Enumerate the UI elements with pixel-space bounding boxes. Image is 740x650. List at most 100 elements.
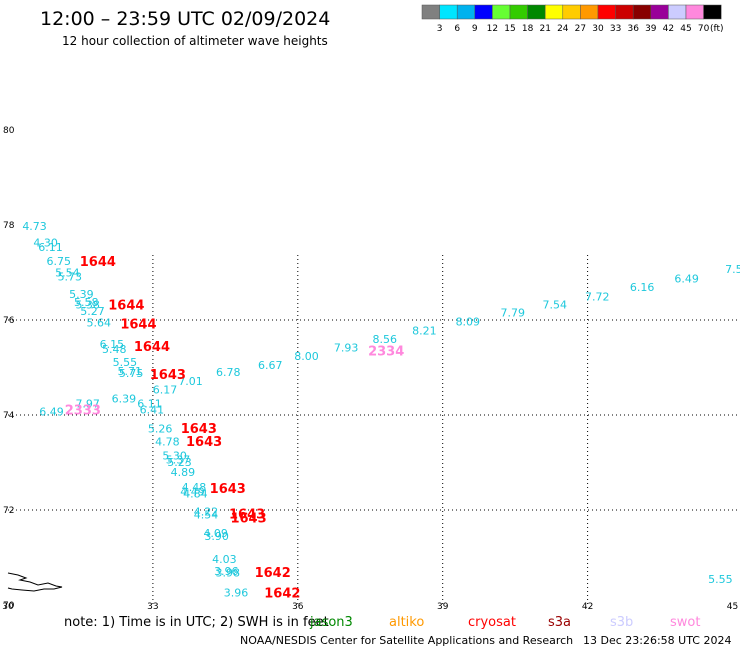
wave-height-value: 5.58	[74, 296, 99, 309]
scale-tick-label: 42	[663, 24, 674, 34]
generated-timestamp: 13 Dec 23:26:58 UTC 2024	[583, 634, 731, 647]
scale-swatch	[632, 4, 652, 20]
wave-height-value: 4.30	[33, 237, 58, 250]
scale-tick-label: 30	[592, 24, 604, 34]
scale-unit-label: (ft)	[710, 24, 724, 34]
wave-height-value: 8.21	[412, 324, 437, 337]
scale-tick-label: 27	[575, 24, 586, 34]
scale-tick-label: 15	[504, 24, 515, 34]
wave-height-value: 3.90	[204, 530, 229, 543]
scale-tick-label: 70	[698, 24, 710, 34]
wave-height-value: 4.54	[194, 509, 219, 522]
satellite-legend-item: s3a	[548, 615, 571, 630]
footnote: note: 1) Time is in UTC; 2) SWH is in fe…	[64, 615, 329, 630]
scale-swatch	[650, 4, 669, 20]
wave-height-value: 4.22	[194, 505, 219, 518]
coastline-island	[7, 572, 63, 592]
scale-swatch	[580, 4, 599, 20]
wave-height-value: 4.09	[203, 527, 228, 540]
scale-tick-label: 3	[437, 24, 443, 34]
wave-height-value: 5.73	[58, 271, 83, 284]
scale-swatch	[668, 4, 687, 20]
pass-time-label: 1642	[255, 566, 291, 581]
wave-height-value: 4.78	[155, 436, 180, 449]
scale-swatch	[527, 4, 546, 20]
map-subtitle: 12 hour collection of altimeter wave hei…	[62, 34, 328, 48]
latitude-label: 74	[3, 411, 15, 421]
scale-swatch	[421, 4, 440, 20]
scale-swatch	[456, 4, 476, 20]
pass-time-label: 1643	[229, 507, 265, 522]
wave-height-value: 6.39	[112, 392, 137, 405]
wave-height-value: 5.48	[102, 343, 127, 356]
longitude-label: 42	[582, 602, 593, 612]
scale-swatch	[509, 4, 528, 20]
pass-time-label: 1642	[264, 587, 300, 602]
pass-time-label: 2334	[368, 344, 404, 359]
wave-height-value: 5.30	[162, 449, 187, 462]
scale-swatch	[562, 4, 581, 20]
satellite-legend-item: s3b	[610, 615, 633, 630]
scale-tick-label: 39	[645, 24, 657, 34]
latitude-label: 76	[3, 316, 15, 326]
wave-height-value: 7.54	[543, 298, 568, 311]
scale-swatch	[703, 4, 722, 20]
wave-height-value: 5.71	[117, 365, 142, 378]
scale-tick-label: 36	[627, 24, 639, 34]
wave-height-value: 6.11	[137, 398, 162, 411]
wave-height-value: 6.67	[258, 359, 283, 372]
scale-tick-label: 24	[557, 24, 569, 34]
wave-height-value: 5.55	[113, 356, 138, 369]
wave-height-value: 4.73	[22, 220, 47, 233]
pass-time-label: 1644	[80, 255, 116, 270]
pass-time-label: 1643	[230, 512, 266, 527]
wave-height-value: 5.23	[167, 456, 192, 469]
latitude-label: 72	[3, 506, 14, 516]
wave-height-value: 6.11	[38, 241, 63, 254]
longitude-label: 36	[292, 602, 304, 612]
axis-tick-labels: 30 33 36 39 42 45 80 78 76 74 72 70	[2, 126, 738, 612]
observation-labels: 4.734.306.116.755.545.735.395.585.385.27…	[22, 220, 740, 600]
pass-time-labels: 1644164416441644164316431643164316431643…	[65, 255, 405, 602]
scale-swatch	[685, 4, 704, 20]
wave-height-value: 5.27	[80, 305, 105, 318]
wave-height-value: 5.37	[166, 454, 191, 467]
satellite-legend-item: swot	[670, 615, 700, 630]
scale-swatch	[492, 4, 511, 20]
satellite-legend-item: altiko	[389, 615, 424, 630]
scale-swatch	[544, 4, 564, 20]
latitude-label: 80	[3, 126, 15, 136]
wave-height-value: 6.41	[140, 403, 165, 416]
wave-height-value: 6.49	[39, 406, 64, 419]
pass-time-label: 1643	[210, 482, 246, 497]
wave-height-value: 3.96	[224, 587, 249, 600]
wave-height-value: 7.93	[334, 342, 359, 355]
wave-height-value: 7.59	[725, 263, 740, 276]
wave-height-value: 8.09	[456, 315, 481, 328]
credit-line: NOAA/NESDIS Center for Satellite Applica…	[240, 634, 573, 647]
wave-height-value: 3.98	[216, 567, 241, 580]
wave-height-value: 4.03	[212, 553, 237, 566]
wave-height-value: 6.78	[216, 366, 241, 379]
pass-time-label: 1643	[186, 435, 222, 450]
pass-time-label: 1643	[150, 368, 186, 383]
latitude-label: 78	[3, 221, 15, 231]
scale-tick-label: 45	[680, 24, 691, 34]
wave-height-value: 7.97	[75, 398, 100, 411]
pass-time-label: 1643	[181, 422, 217, 437]
wave-height-value: 5.26	[148, 422, 173, 435]
pass-time-label: 1644	[120, 317, 156, 332]
pass-time-label: 2333	[65, 404, 101, 419]
wave-height-value: 5.55	[708, 573, 733, 586]
wave-height-value: 7.72	[585, 291, 610, 304]
wave-height-value: 8.56	[372, 333, 397, 346]
wave-height-value: 6.49	[674, 273, 699, 286]
wave-height-value: 7.01	[178, 375, 203, 388]
wave-height-value: 7.79	[500, 306, 525, 319]
wave-height-value: 6.17	[153, 383, 178, 396]
wave-height-value: 5.39	[69, 288, 94, 301]
wave-height-value: 6.15	[100, 338, 125, 351]
pass-time-label: 1644	[108, 298, 144, 313]
wave-height-value: 3.96	[214, 565, 239, 578]
